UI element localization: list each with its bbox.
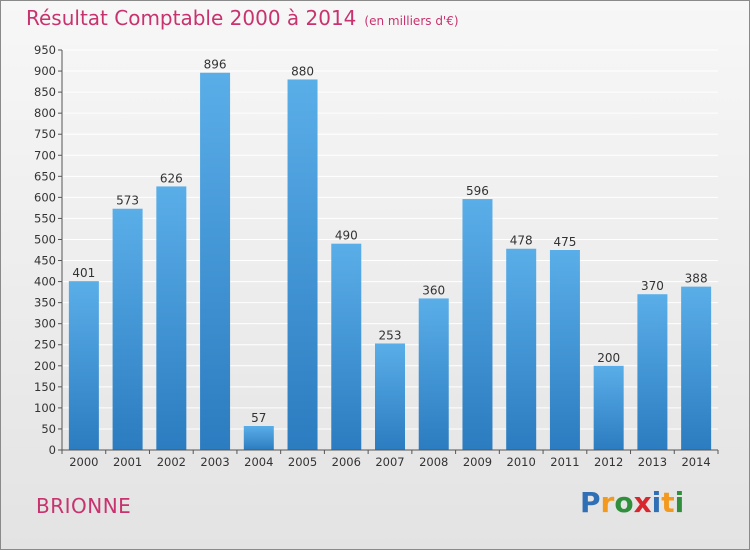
logo-letter: r	[600, 486, 615, 519]
y-tick-label: 200	[34, 359, 56, 373]
y-tick-label: 150	[34, 380, 56, 394]
y-tick-label: 750	[34, 127, 56, 141]
bar-2002[interactable]	[156, 186, 187, 450]
chart-subtitle: (en milliers d'€)	[364, 14, 459, 28]
bar-2005[interactable]	[287, 79, 318, 450]
x-tick-label: 2009	[463, 455, 492, 469]
data-label-2011: 475	[553, 235, 576, 249]
y-tick-label: 300	[34, 317, 56, 331]
x-axis: 2000 2001 2002 2003 2004 2005 2006 2007 2008 2009…	[61, 450, 719, 469]
x-tick-label: 2006	[332, 455, 361, 469]
x-tick-label: 2001	[113, 455, 142, 469]
data-label-2005: 880	[291, 64, 314, 78]
logo-letter: x	[633, 486, 652, 519]
data-label-2009: 596	[466, 184, 489, 198]
data-label-2012: 200	[597, 351, 620, 365]
logo-letter: i	[674, 486, 685, 519]
x-tick-label: 2012	[594, 455, 623, 469]
y-tick-label: 450	[34, 254, 56, 268]
y-tick-label: 100	[34, 401, 56, 415]
bar-2014[interactable]	[681, 286, 712, 450]
y-tick-label: 400	[34, 275, 56, 289]
x-tick-label: 2005	[288, 455, 317, 469]
x-tick-label: 2011	[550, 455, 579, 469]
x-tick-label: 2003	[200, 455, 229, 469]
logo-letter: i	[651, 486, 662, 519]
chart-title: Résultat Comptable 2000 à 2014 (en millie…	[26, 6, 459, 30]
y-tick-label: 250	[34, 338, 56, 352]
bar-2012[interactable]	[593, 365, 624, 450]
data-label-2007: 253	[379, 328, 402, 342]
y-tick-label: 500	[34, 232, 56, 246]
proxiti-logo[interactable]: Proxiti	[580, 486, 684, 519]
y-tick-label: 950	[34, 43, 56, 57]
bar-2009[interactable]	[462, 199, 493, 450]
logo-letter: t	[661, 486, 675, 519]
y-tick-label: 900	[34, 64, 56, 78]
bar-2004[interactable]	[243, 426, 274, 450]
y-axis: 0 50 100 150 200 250 300 350 400 450 500 550 600 650 7…	[34, 43, 62, 457]
bar-2007[interactable]	[375, 343, 405, 450]
x-tick-label: 2008	[419, 455, 448, 469]
x-tick-label: 2000	[69, 455, 98, 469]
data-label-2000: 401	[72, 266, 95, 280]
y-tick-label: 800	[34, 106, 56, 120]
x-tick-label: 2010	[507, 455, 536, 469]
axes-lines	[61, 50, 718, 451]
data-label-2002: 626	[160, 171, 183, 185]
bars-group: 401 573 626 896 57 880 490 253 360 596 478 475 200 37…	[68, 58, 712, 450]
data-label-2004: 57	[251, 411, 266, 425]
bar-2010[interactable]	[506, 248, 537, 450]
y-tick-label: 600	[34, 190, 56, 204]
bar-2006[interactable]	[331, 243, 362, 450]
data-label-2001: 573	[116, 194, 139, 208]
x-tick-label: 2014	[681, 455, 710, 469]
bar-2011[interactable]	[549, 250, 580, 450]
x-tick-label: 2002	[157, 455, 186, 469]
commune-name: BRIONNE	[36, 494, 132, 518]
data-label-2008: 360	[422, 283, 445, 297]
data-label-2006: 490	[335, 229, 358, 243]
y-tick-label: 550	[34, 211, 56, 225]
x-tick-label: 2013	[638, 455, 667, 469]
bar-2013[interactable]	[637, 294, 668, 450]
y-tick-label: 350	[34, 296, 56, 310]
data-label-2010: 478	[510, 234, 533, 248]
y-tick-label: 850	[34, 85, 56, 99]
bar-2003[interactable]	[200, 72, 231, 450]
bar-2008[interactable]	[418, 298, 449, 450]
bar-2000[interactable]	[68, 281, 99, 450]
x-tick-label: 2004	[244, 455, 273, 469]
y-tick-label: 0	[49, 443, 56, 457]
y-tick-label: 50	[41, 422, 56, 436]
data-label-2003: 896	[204, 58, 227, 72]
data-label-2013: 370	[641, 279, 664, 293]
bar-2001[interactable]	[112, 208, 143, 450]
logo-letter: o	[614, 486, 634, 519]
title-text: Résultat Comptable 2000 à 2014	[26, 6, 357, 30]
data-label-2014: 388	[685, 272, 708, 286]
y-tick-label: 650	[34, 169, 56, 183]
x-tick-label: 2007	[375, 455, 404, 469]
y-tick-label: 700	[34, 148, 56, 162]
logo-letter: P	[580, 486, 601, 519]
